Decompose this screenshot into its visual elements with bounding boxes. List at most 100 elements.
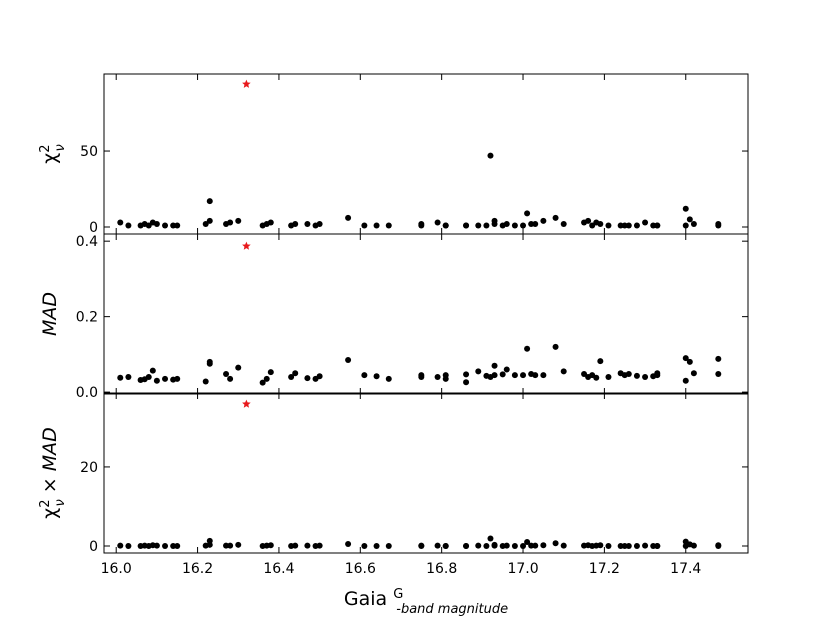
data-point (532, 542, 539, 549)
data-point (117, 542, 124, 549)
highlight-point (242, 399, 251, 408)
data-point (267, 369, 274, 376)
plot-frame (103, 392, 749, 554)
label-part: MAD (39, 427, 61, 471)
x-tick-label: 16.8 (426, 561, 457, 577)
data-point (605, 222, 612, 229)
data-point (585, 217, 592, 224)
data-point (503, 366, 510, 373)
data-point (345, 214, 352, 221)
data-point (690, 370, 697, 377)
data-point (292, 220, 299, 227)
data-point (511, 222, 518, 229)
data-point (316, 220, 323, 227)
y-tick-label: 0.0 (76, 385, 98, 401)
data-point (560, 220, 567, 227)
data-point (560, 368, 567, 375)
data-point (682, 355, 689, 362)
data-point (524, 345, 531, 352)
x-axis-label: Gaia G -band magnitude (344, 587, 508, 617)
data-point (524, 210, 531, 217)
data-point (235, 541, 242, 548)
data-point (361, 372, 368, 379)
data-point (345, 541, 352, 548)
data-point (125, 543, 132, 550)
data-point (540, 542, 547, 549)
data-point (162, 543, 169, 550)
data-point (174, 222, 181, 229)
data-point (227, 375, 234, 382)
highlight-point (242, 79, 251, 88)
data-point (597, 358, 604, 365)
y-tick-label: 0 (89, 220, 98, 236)
data-point (373, 373, 380, 380)
data-point (125, 222, 132, 229)
data-point (304, 375, 311, 382)
data-point (552, 214, 559, 221)
data-point (625, 371, 632, 377)
data-point (235, 217, 242, 224)
data-point (552, 343, 559, 350)
y-tick-label: 0.2 (76, 310, 98, 326)
label-part: ν (53, 499, 68, 506)
data-point (345, 357, 352, 364)
data-point (463, 379, 470, 386)
data-point (491, 220, 498, 227)
data-point (682, 222, 689, 229)
data-point (442, 543, 449, 550)
data-point (715, 355, 722, 362)
data-point (361, 543, 368, 550)
data-point (491, 542, 498, 549)
data-point (540, 372, 547, 379)
data-point (162, 222, 169, 229)
y-tick-label: 20 (80, 460, 98, 476)
data-point (532, 220, 539, 227)
data-point (206, 217, 213, 224)
data-point (235, 364, 242, 371)
data-point (206, 198, 213, 205)
data-point (532, 372, 539, 379)
label-part: Gaia (344, 588, 393, 610)
data-point (686, 216, 693, 223)
data-point (434, 219, 441, 226)
data-point (361, 222, 368, 229)
data-point (682, 205, 689, 212)
y-axis-label: χ2ν (38, 144, 68, 164)
label-part: 2 (38, 500, 53, 508)
data-point (511, 372, 518, 379)
data-point (605, 543, 612, 550)
data-point (223, 371, 230, 377)
x-tick-label: 17.0 (507, 561, 538, 577)
data-point (304, 220, 311, 227)
data-point (463, 371, 470, 378)
label-part: 2 (38, 145, 53, 153)
data-point (373, 222, 380, 229)
data-point (418, 220, 425, 227)
data-point (540, 217, 547, 224)
data-point (153, 220, 160, 227)
data-point (715, 222, 722, 229)
label-part: MAD (39, 292, 61, 336)
data-point (174, 543, 181, 550)
data-point (633, 543, 640, 550)
plot-frame (103, 73, 749, 235)
label-part: ν (53, 144, 68, 151)
highlight-point (242, 241, 251, 250)
data-point (520, 543, 527, 550)
data-point (633, 222, 640, 229)
data-point (483, 543, 490, 550)
data-point (463, 543, 470, 550)
y-tick-label: 0 (89, 539, 98, 555)
x-tick-label: 16.4 (263, 561, 294, 577)
data-point (162, 375, 169, 382)
data-point (642, 542, 649, 549)
x-tick-label: 17.4 (670, 561, 701, 577)
data-point (385, 543, 392, 550)
data-point (487, 152, 494, 159)
data-point (625, 222, 632, 229)
data-point (520, 222, 527, 229)
data-point (206, 358, 213, 365)
data-point (487, 535, 494, 542)
data-point (442, 222, 449, 229)
